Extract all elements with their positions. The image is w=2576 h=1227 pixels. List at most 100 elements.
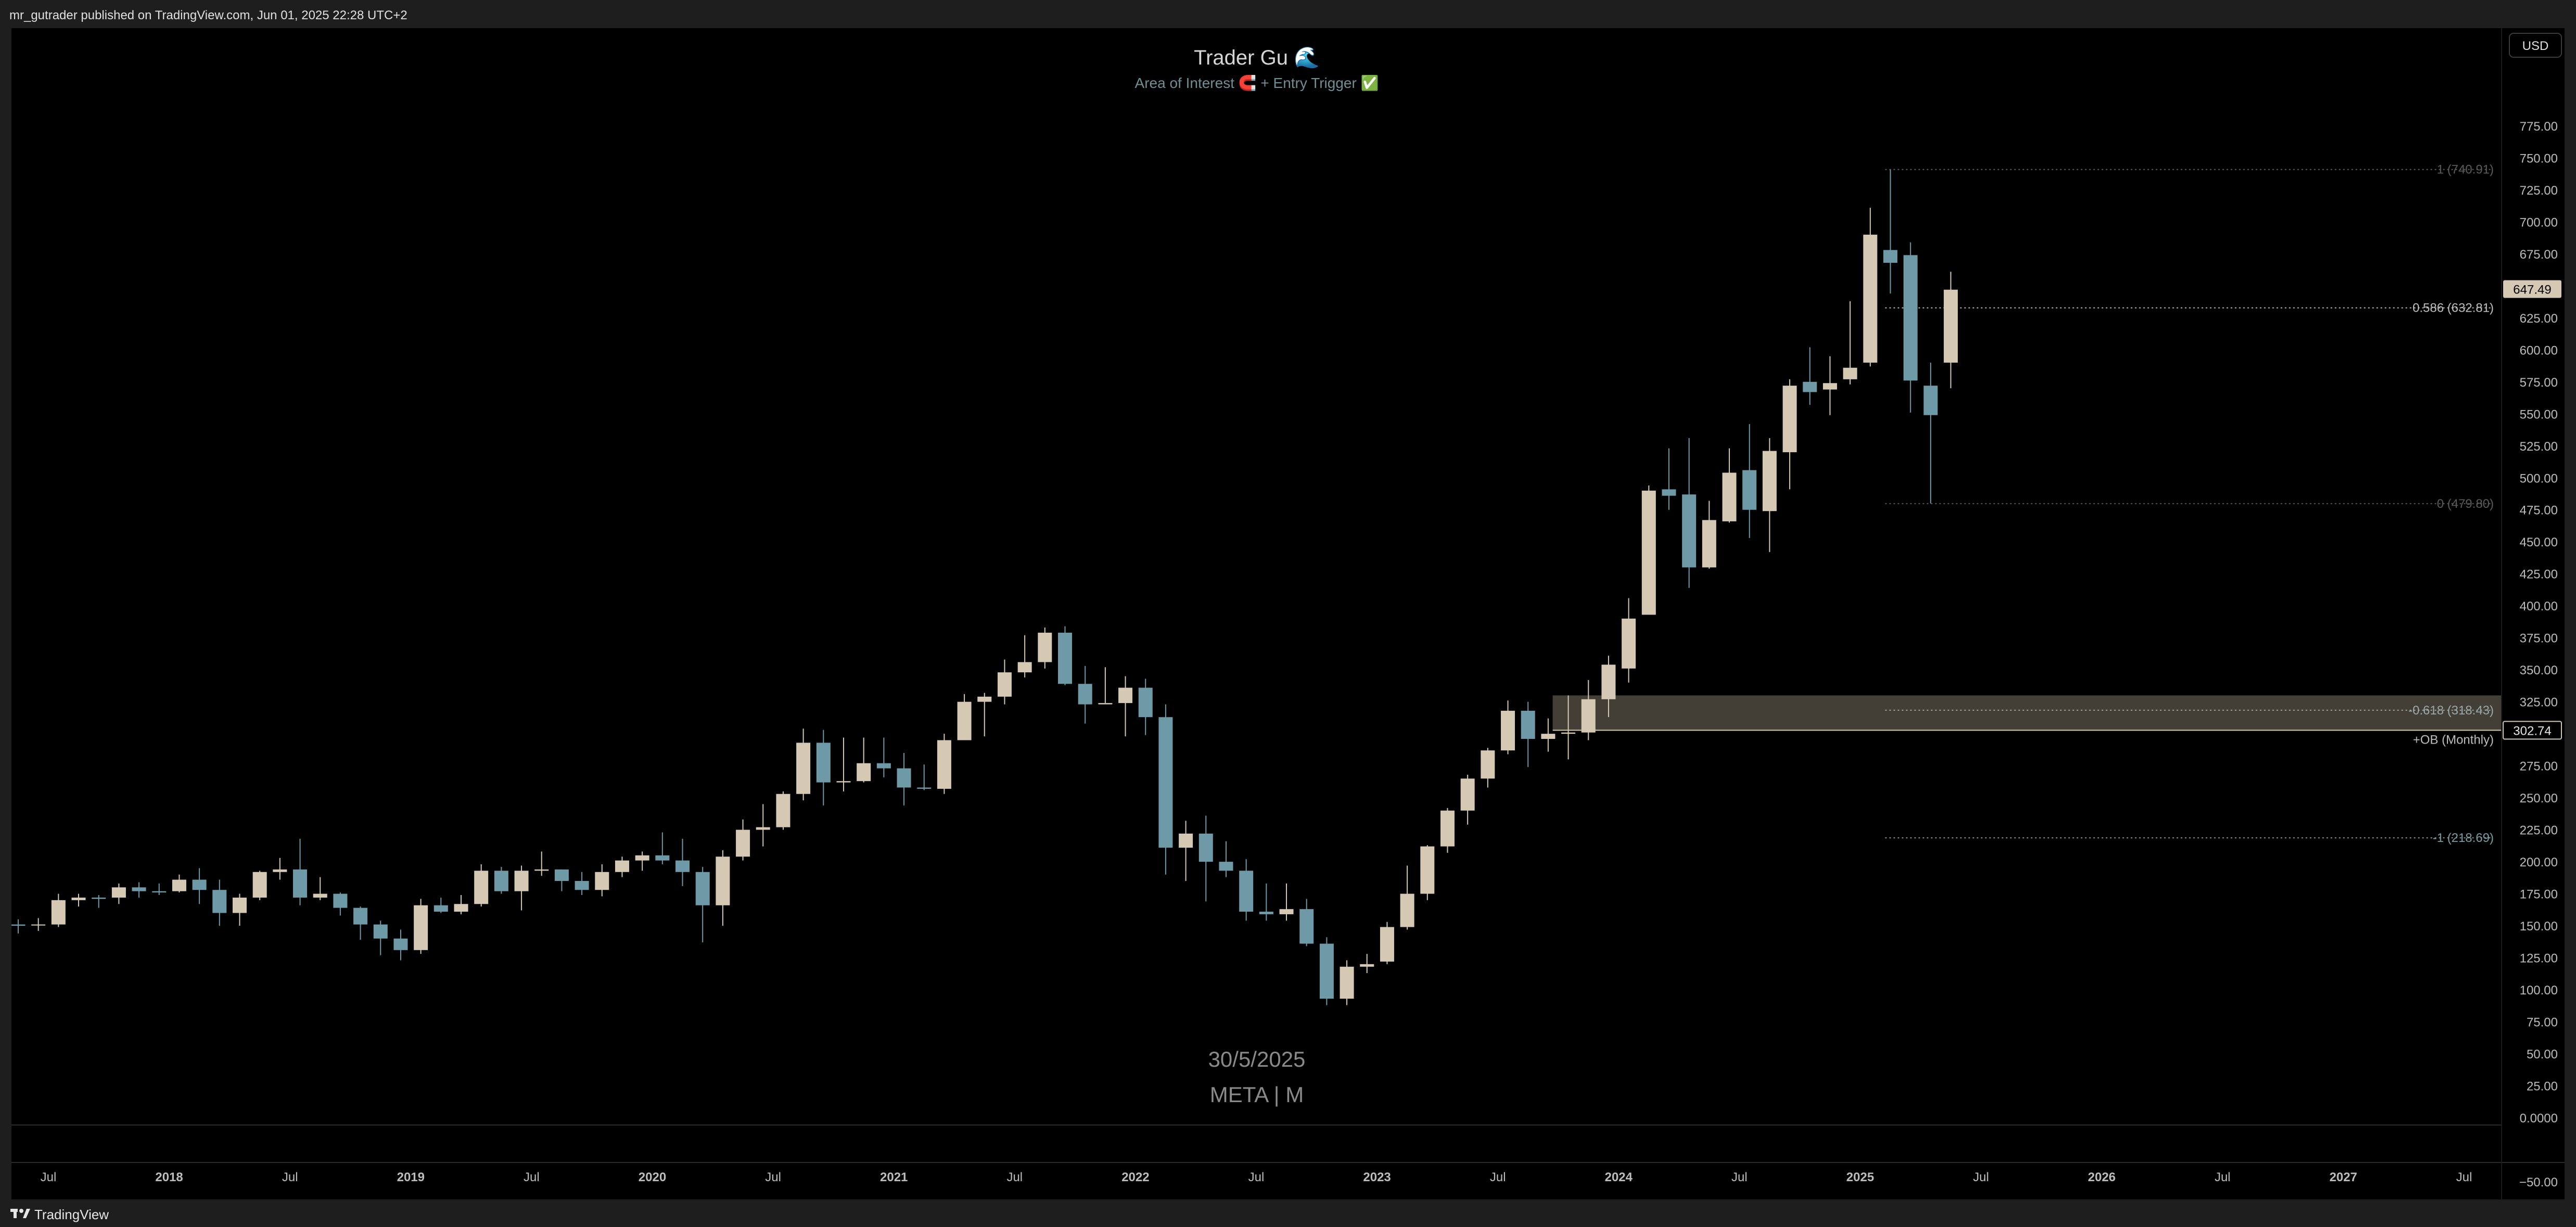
tradingview-logo-icon[interactable] [10,1208,31,1219]
candle[interactable] [1118,676,1133,737]
candle[interactable] [635,851,649,871]
candle[interactable] [414,899,428,954]
candle[interactable] [1662,448,1676,510]
candle[interactable] [977,693,992,737]
candle[interactable] [192,868,207,904]
candle[interactable] [31,918,46,931]
candle[interactable] [957,694,972,740]
candle[interactable] [1360,954,1374,974]
currency-button-bg[interactable] [2509,33,2562,58]
candle[interactable] [313,877,327,900]
candle[interactable] [353,906,368,940]
candle[interactable] [172,874,186,893]
candle[interactable] [554,869,569,891]
candle[interactable] [212,879,227,926]
candle[interactable] [796,728,811,801]
candle[interactable] [132,882,146,898]
candle[interactable] [534,851,549,876]
candle[interactable] [232,893,247,926]
candle[interactable] [51,893,66,927]
candle[interactable] [1923,362,1938,504]
candle[interactable] [1400,865,1414,930]
candle[interactable] [1501,700,1515,755]
candle[interactable] [816,730,831,806]
candle[interactable] [1803,347,1817,405]
candle[interactable] [1098,667,1113,705]
candle[interactable] [1641,485,1656,615]
candle[interactable] [937,734,951,794]
candle[interactable] [1179,821,1193,881]
candle[interactable] [1279,883,1294,921]
candle[interactable] [111,883,126,904]
candle[interactable] [1843,301,1857,385]
candle[interactable] [1561,695,1576,760]
candle[interactable] [1340,960,1354,1005]
candle[interactable] [1017,635,1032,678]
currency-button[interactable]: USD [2522,39,2549,53]
candle[interactable] [1138,679,1153,735]
candle[interactable] [1198,815,1213,902]
candle[interactable] [1682,438,1697,588]
candle[interactable] [494,866,508,894]
candle[interactable] [1622,598,1636,683]
candle[interactable] [293,838,308,905]
candle[interactable] [1239,859,1254,921]
candle[interactable] [514,865,529,911]
footer-brand[interactable]: TradingView [34,1207,109,1222]
candle[interactable] [1481,748,1495,788]
candle[interactable] [897,753,911,806]
candle[interactable] [92,895,106,908]
candle[interactable] [917,764,932,790]
candle[interactable] [736,819,750,861]
candle[interactable] [11,919,25,934]
candle[interactable] [1299,899,1314,947]
candle[interactable] [1038,628,1052,669]
candle[interactable] [1460,774,1475,825]
candle[interactable] [575,872,589,896]
candle[interactable] [776,791,790,830]
candle[interactable] [252,871,267,900]
candle[interactable] [333,892,348,916]
candle[interactable] [836,737,851,791]
candle[interactable] [1420,845,1435,900]
candle[interactable] [433,897,448,913]
candle[interactable] [1762,438,1777,552]
candle[interactable] [1259,883,1273,921]
candle[interactable] [716,850,730,926]
candle[interactable] [1822,356,1837,415]
candle[interactable] [1722,448,1737,523]
time-axis[interactable]: Jul 2018 Jul 2019 Jul 2020 Jul 2021 Jul 2022 Jul 20… [41,1170,2472,1184]
candle[interactable] [1219,841,1233,877]
candle[interactable] [1440,808,1455,853]
candle[interactable] [152,883,167,896]
candle[interactable] [1702,501,1716,569]
candle[interactable] [1883,169,1898,294]
candle[interactable] [1863,208,1878,367]
candle[interactable] [615,857,629,877]
candle[interactable] [655,832,670,865]
candle[interactable] [1742,424,1757,538]
candle[interactable] [1903,242,1918,413]
candle[interactable] [373,921,388,955]
candle[interactable] [71,893,86,907]
candle[interactable] [997,659,1012,705]
candle[interactable] [393,929,408,961]
candle[interactable] [756,804,770,847]
candle[interactable] [1078,666,1092,724]
candle[interactable] [1058,626,1073,685]
candle[interactable] [595,864,609,897]
candle[interactable] [273,858,287,880]
candle[interactable] [675,838,690,886]
candle[interactable] [1158,704,1173,875]
candles-layer[interactable] [11,169,1958,1005]
candle[interactable] [1601,656,1616,718]
candle[interactable] [876,737,891,777]
candle[interactable] [1581,680,1596,740]
candle[interactable] [1521,701,1535,768]
candle[interactable] [454,895,468,914]
candle[interactable] [695,866,710,943]
chart-area[interactable]: 1 (740.91) 0.586 (632.81) 0 (479.80) -0.618… [11,28,2565,1199]
candle[interactable] [1380,922,1394,964]
candle[interactable] [474,864,489,907]
candle[interactable] [857,737,871,783]
